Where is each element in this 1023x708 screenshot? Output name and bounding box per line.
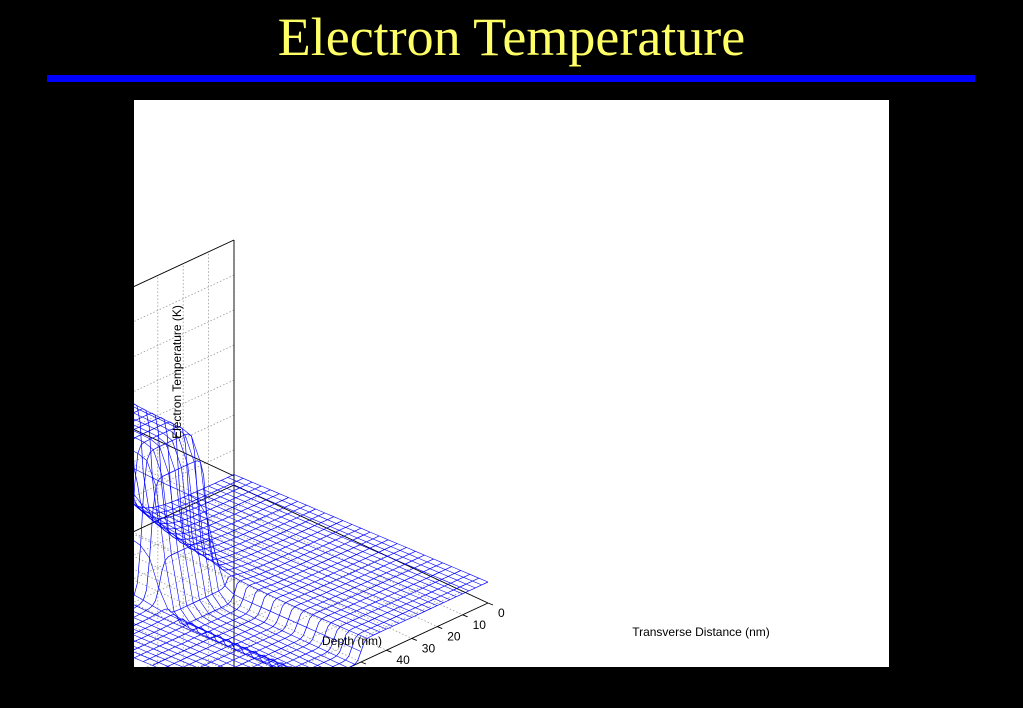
tick-labels: 0500100015002000250030003500010203040506… — [360, 602, 505, 667]
mesh-line — [134, 406, 348, 667]
axes-box — [134, 239, 489, 667]
mesh-line — [134, 540, 288, 667]
mesh-line — [157, 506, 412, 618]
mesh-line — [183, 497, 438, 606]
transverse-tick — [411, 637, 417, 641]
mesh-line — [134, 451, 274, 667]
transverse-tick-label: 40 — [396, 653, 410, 667]
grid-layer — [134, 239, 489, 667]
mesh-line — [134, 623, 237, 667]
grid-line — [134, 499, 235, 547]
mesh-line — [134, 594, 290, 667]
mesh-line — [227, 477, 482, 586]
grid-line — [134, 344, 235, 392]
mesh-line — [134, 403, 355, 665]
transverse-tick — [487, 602, 494, 606]
mesh-line — [221, 480, 476, 589]
mesh-line — [134, 611, 264, 667]
mesh-line — [195, 491, 451, 600]
mesh-line — [151, 507, 406, 621]
plot-panel: 0500100015002000250030003500010203040506… — [134, 100, 889, 667]
depth-axis-label: Depth (nm) — [322, 634, 382, 648]
z-axis-label: Electron Temperature (K) — [170, 305, 184, 439]
transverse-tick-label: 0 — [498, 606, 505, 620]
mesh-line — [144, 507, 400, 624]
grid-line — [134, 429, 235, 477]
transverse-tick-label: 20 — [447, 630, 461, 644]
transverse-tick — [386, 649, 392, 653]
slide-title: Electron Temperature — [277, 7, 746, 67]
mesh-line — [189, 494, 444, 603]
transverse-tick-label: 30 — [422, 641, 436, 655]
grid-line — [134, 379, 235, 427]
grid-line — [134, 496, 260, 556]
grid-line — [134, 309, 235, 357]
mesh-line — [134, 430, 297, 667]
grid-line — [134, 449, 235, 497]
mesh-line — [134, 468, 362, 652]
transverse-tick-label: 10 — [473, 618, 487, 632]
axis-edge — [134, 429, 235, 477]
transverse-axis-label: Transverse Distance (nm) — [632, 625, 770, 639]
mesh-line — [134, 501, 374, 636]
mesh-line — [134, 604, 277, 667]
grid-line — [134, 532, 387, 651]
mesh-line — [134, 493, 368, 639]
mesh-line — [134, 629, 224, 667]
mesh-line — [134, 418, 322, 667]
grid-line — [134, 464, 235, 512]
mesh-line — [138, 506, 393, 627]
grid-line — [196, 567, 412, 667]
mesh-line — [134, 481, 253, 519]
mesh-line — [208, 485, 463, 595]
transverse-tick — [437, 626, 443, 630]
mesh-line — [134, 424, 309, 667]
axis-edge — [134, 239, 235, 287]
mesh-line — [134, 412, 335, 667]
mesh-line — [134, 436, 284, 667]
mesh-line — [164, 504, 419, 615]
grid-line — [134, 414, 235, 462]
mesh-line — [214, 483, 470, 592]
grid-line — [134, 274, 235, 322]
mesh-line — [134, 477, 244, 514]
surface-plot: 0500100015002000250030003500010203040506… — [134, 239, 770, 667]
mesh-line — [134, 634, 211, 667]
mesh-line — [170, 502, 425, 612]
mesh-line — [233, 474, 489, 583]
transverse-tick-label: 50 — [371, 665, 385, 667]
mesh-line — [134, 531, 371, 643]
grid-line — [134, 639, 195, 667]
mesh-line — [134, 474, 235, 509]
mesh-line — [134, 617, 251, 667]
axis-edge — [134, 484, 235, 532]
surface-mesh — [134, 403, 489, 667]
mesh-line — [134, 646, 184, 667]
mesh-line — [202, 488, 457, 597]
grid-line — [134, 579, 322, 667]
transverse-tick — [360, 661, 367, 665]
grid-line — [134, 239, 235, 287]
title-underline — [47, 75, 975, 82]
mesh-line — [176, 499, 432, 609]
transverse-tick — [462, 614, 468, 618]
mesh-line — [134, 504, 387, 630]
